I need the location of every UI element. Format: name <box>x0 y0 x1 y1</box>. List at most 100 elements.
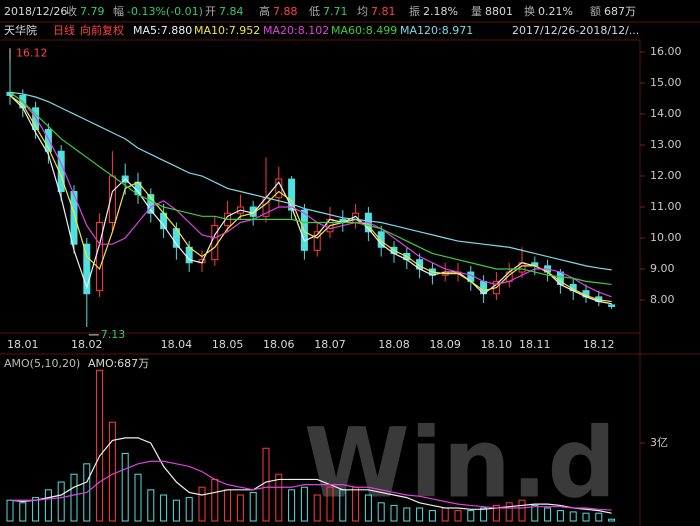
volume-bar <box>288 489 296 522</box>
volume-bar <box>172 499 180 522</box>
volume-bar <box>531 504 539 522</box>
volume-subtitle: AMO:687万 <box>88 357 149 370</box>
legend-entry: MA60:8.499 <box>331 24 397 37</box>
volume-bar <box>300 486 308 522</box>
x-tick-label: 18.01 <box>7 338 39 351</box>
x-tick-label: 18.11 <box>519 338 551 351</box>
header-value: 7.88 <box>273 5 298 18</box>
ma-line <box>9 94 612 303</box>
volume-title: AMO(5,10,20) <box>4 357 80 370</box>
candle-body <box>211 225 219 261</box>
candle-body <box>83 243 91 295</box>
volume-bar <box>390 504 398 522</box>
volume-bar <box>518 499 526 522</box>
y-tick-label: 3亿 <box>650 436 668 449</box>
volume-bar <box>377 502 385 522</box>
header-value: 687万 <box>604 5 636 18</box>
volume-bar <box>467 510 475 522</box>
candle-body <box>147 194 155 214</box>
header-label: 换 <box>524 4 535 18</box>
volume-bar <box>416 507 424 522</box>
volume-bar <box>403 507 411 522</box>
x-tick-label: 18.04 <box>161 338 193 351</box>
volume-bar <box>236 494 244 522</box>
volume-bar <box>492 504 500 522</box>
candle-body <box>313 231 321 251</box>
date-range: 2017/12/26-2018/12/... <box>512 24 639 37</box>
volume-bar <box>454 510 462 522</box>
y-tick-label: 16.00 <box>650 45 682 58</box>
volume-bar <box>569 511 577 522</box>
legend-entry: MA20:8.102 <box>263 24 329 37</box>
volume-bar <box>262 447 270 522</box>
header-label: 均 <box>357 5 368 18</box>
candle-body <box>70 191 78 245</box>
volume-bar <box>544 507 552 522</box>
volume-bar <box>185 497 193 522</box>
volume-bar <box>313 494 321 522</box>
x-tick-label: 18.08 <box>378 338 410 351</box>
volume-bar <box>211 478 219 522</box>
header-label: 振 <box>409 4 420 18</box>
volume-bar <box>326 486 334 522</box>
x-tick-label: 18.12 <box>583 338 615 351</box>
legend-entry: MA5:7.880 <box>133 24 192 37</box>
header-value: 7.71 <box>323 5 348 18</box>
candle-body <box>377 231 385 248</box>
annotation: 7.13 <box>101 328 126 341</box>
header-label: 幅 <box>113 5 124 18</box>
x-tick-label: 18.09 <box>429 338 461 351</box>
x-tick-label: 18.10 <box>481 338 513 351</box>
header-date: 2018/12/26 <box>4 5 67 18</box>
amo-ma-line <box>10 460 612 511</box>
header-label: 开 <box>205 5 216 18</box>
watermark: Win.d <box>304 407 616 519</box>
volume-bar <box>480 507 488 522</box>
volume-bar <box>57 481 65 522</box>
amo-ma-line <box>9 437 612 514</box>
legend-entry: MA120:8.971 <box>400 24 473 37</box>
x-tick-label: 18.07 <box>314 338 346 351</box>
candle-body <box>96 221 104 292</box>
y-tick-label: 9.00 <box>650 262 675 275</box>
header-value: 2.18% <box>423 5 458 18</box>
candle-body <box>288 178 296 211</box>
volume-bar <box>160 494 168 522</box>
volume-bar <box>275 473 283 522</box>
volume-bar <box>608 518 616 522</box>
volume-bar <box>428 510 436 522</box>
ma-line <box>9 91 612 271</box>
volume-bar <box>96 369 104 522</box>
volume-bar <box>134 473 142 522</box>
stock-name: 天华院 <box>4 23 37 37</box>
x-tick-label: 18.02 <box>71 338 103 351</box>
volume-bar <box>108 421 116 522</box>
volume-bar <box>582 512 590 522</box>
period: 日线 <box>53 23 75 37</box>
y-tick-label: 11.00 <box>650 200 682 213</box>
header-value: 8801 <box>485 5 513 18</box>
header-value: -0.13%(-0.01) <box>127 5 203 18</box>
volume-bar <box>121 452 129 522</box>
header-value: 7.79 <box>80 5 105 18</box>
header-label: 收 <box>66 4 77 18</box>
x-tick-label: 18.06 <box>263 338 295 351</box>
header-label: 高 <box>259 4 270 18</box>
volume-bar <box>32 497 40 522</box>
ma-line <box>9 91 612 286</box>
legend-entry: MA10:7.952 <box>194 24 260 37</box>
header-value: 7.84 <box>219 5 244 18</box>
volume-bar <box>224 489 232 522</box>
y-tick-label: 10.00 <box>650 231 682 244</box>
y-tick-label: 12.00 <box>650 169 682 182</box>
ma-line <box>9 95 612 305</box>
adjust: 向前复权 <box>80 23 124 37</box>
volume-bar <box>505 502 513 522</box>
candle-body <box>44 129 52 152</box>
header-value: 7.81 <box>371 5 396 18</box>
header-value: 0.21% <box>538 5 573 18</box>
volume-bar <box>70 473 78 522</box>
volume-bar <box>249 491 257 522</box>
volume-bar <box>6 499 14 522</box>
